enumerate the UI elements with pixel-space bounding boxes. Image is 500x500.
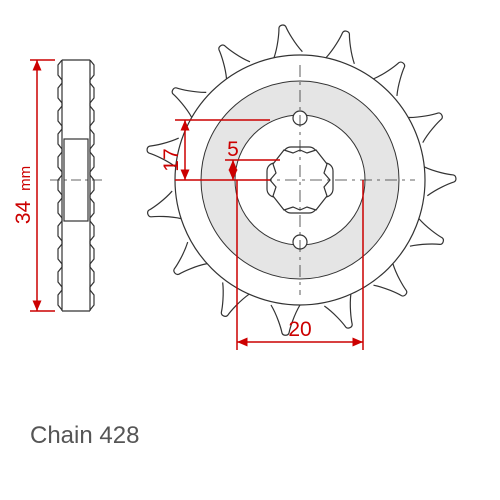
dim-20-value: 20 (288, 318, 311, 341)
svg-text:34 mm: 34 mm (12, 166, 35, 224)
chain-label: Chain 428 (30, 422, 139, 450)
front-view (140, 22, 461, 341)
dim-34-unit: mm (17, 166, 34, 191)
dim-17-value: 17 (160, 148, 183, 171)
side-view (50, 60, 102, 311)
dim-5-value: 5 (227, 138, 239, 161)
dim-side-width: 34 mm (12, 60, 55, 311)
dim-34-value: 34 (12, 200, 35, 224)
